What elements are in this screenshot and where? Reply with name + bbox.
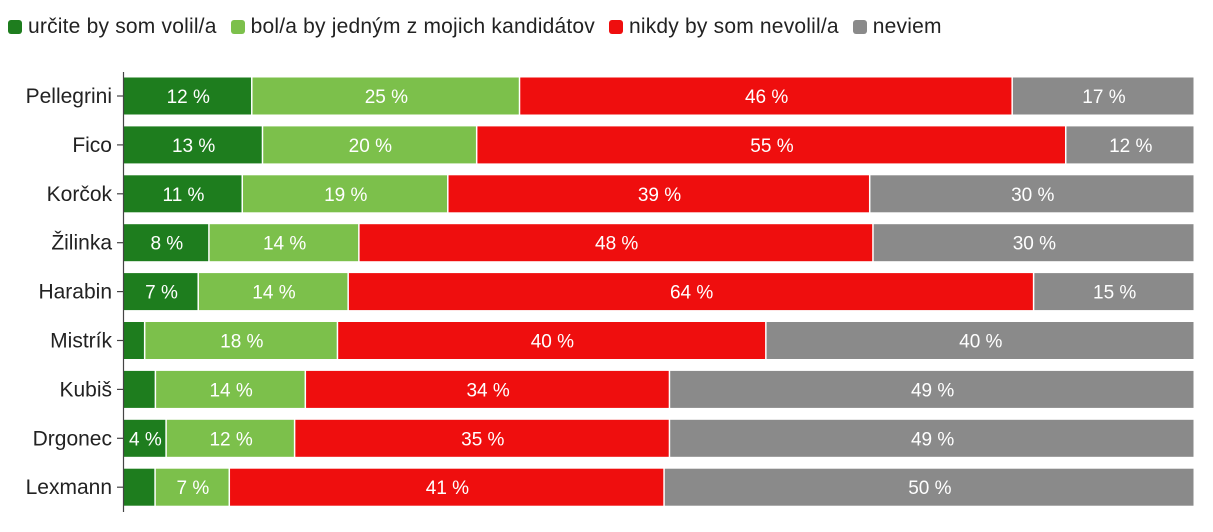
data-label: 34 % xyxy=(466,380,509,401)
legend-swatch-icon xyxy=(852,20,867,34)
data-label: 14 % xyxy=(209,380,252,401)
category-label: Lexmann xyxy=(26,476,112,499)
data-label: 49 % xyxy=(911,380,954,401)
bar-segment xyxy=(124,273,198,311)
data-label: 12 % xyxy=(1109,136,1152,157)
legend: určite by som volil/a bol/a by jedným z m… xyxy=(8,10,956,44)
data-label: 19 % xyxy=(324,185,367,206)
bar-segment xyxy=(670,419,1194,457)
bar-segment xyxy=(1034,273,1194,311)
data-label: 7 % xyxy=(177,478,210,499)
bar-segment xyxy=(124,224,209,262)
category-label: Mistrík xyxy=(50,330,112,353)
bar-segment xyxy=(124,370,155,408)
data-label: 39 % xyxy=(638,185,681,206)
category-label: Žilinka xyxy=(51,232,112,255)
data-label: 12 % xyxy=(167,87,210,108)
bar-segment xyxy=(348,273,1033,311)
data-label: 4 % xyxy=(129,429,162,450)
data-label: 50 % xyxy=(908,478,951,499)
bar-segment xyxy=(198,273,348,311)
legend-label: nikdy by som nevolil/a xyxy=(628,15,839,38)
bar-segment xyxy=(252,77,519,115)
bar-segment xyxy=(766,322,1194,359)
data-label: 48 % xyxy=(595,234,638,255)
data-label: 14 % xyxy=(263,234,306,255)
bar-segment xyxy=(1012,77,1194,115)
bar-segment xyxy=(166,419,294,457)
bar-segment xyxy=(124,126,262,164)
bar-segment xyxy=(1066,126,1194,164)
data-label: 11 % xyxy=(163,185,205,206)
data-label: 17 % xyxy=(1082,87,1125,108)
bar-segment xyxy=(243,175,448,213)
bar-segment xyxy=(209,224,359,262)
bar-segment xyxy=(295,419,669,457)
bar-segment xyxy=(124,419,166,457)
bar-segment xyxy=(124,468,155,506)
data-label: 55 % xyxy=(750,136,793,157)
bar-segment xyxy=(156,370,305,408)
bar-segment xyxy=(124,77,252,115)
bar-segment xyxy=(664,468,1194,506)
bar-segment xyxy=(870,175,1194,213)
data-label: 41 % xyxy=(426,478,469,499)
data-label: 12 % xyxy=(209,429,252,450)
legend-label: určite by som volil/a xyxy=(28,15,217,38)
bar-segment xyxy=(448,175,869,213)
legend-item-2: bol/a by jedným z mojich kandidátov xyxy=(230,15,595,39)
category-label: Pellegrini xyxy=(26,85,112,108)
legend-item-4: neviem xyxy=(852,15,942,39)
data-label: 40 % xyxy=(959,332,1002,353)
bar-segment xyxy=(155,468,229,506)
bar-segment xyxy=(359,224,873,262)
data-label: 35 % xyxy=(461,429,504,450)
legend-swatch-icon xyxy=(8,20,22,34)
bar-segment xyxy=(306,370,669,408)
bar-segment xyxy=(145,322,337,359)
legend-label: bol/a by jedným z mojich kandidátov xyxy=(250,15,595,38)
data-label: 30 % xyxy=(1011,185,1054,206)
data-label: 40 % xyxy=(531,332,574,353)
category-label: Fico xyxy=(72,134,112,157)
data-label: 8 % xyxy=(150,234,183,255)
bar-segment xyxy=(477,126,1065,164)
bar-segment xyxy=(338,322,766,359)
bar-segment xyxy=(230,468,664,506)
bar-segment xyxy=(263,126,476,164)
legend-item-3: nikdy by som nevolil/a xyxy=(608,15,839,39)
data-label: 46 % xyxy=(745,87,788,108)
data-label: 49 % xyxy=(911,429,954,450)
data-label: 15 % xyxy=(1093,283,1136,304)
legend-item-1: určite by som volil/a xyxy=(8,15,217,39)
category-label: Kubiš xyxy=(59,378,112,401)
data-label: 30 % xyxy=(1013,234,1056,255)
category-label: Harabin xyxy=(38,281,112,304)
bar-segment xyxy=(873,224,1194,262)
data-label: 20 % xyxy=(349,136,392,157)
legend-swatch-icon xyxy=(230,20,245,34)
data-label: 64 % xyxy=(670,283,713,304)
data-label: 7 % xyxy=(145,283,178,304)
category-label: Drgonec xyxy=(33,427,112,450)
data-label: 25 % xyxy=(365,87,408,108)
data-label: 13 % xyxy=(172,136,215,157)
data-label: 14 % xyxy=(252,283,295,304)
data-label: 18 % xyxy=(220,332,263,353)
bar-segment xyxy=(124,322,144,359)
legend-swatch-icon xyxy=(608,20,623,34)
bar-segment xyxy=(520,77,1012,115)
bar-segment xyxy=(124,175,242,213)
bar-segment xyxy=(670,370,1194,408)
legend-label: neviem xyxy=(872,15,942,38)
category-label: Korčok xyxy=(47,183,113,206)
